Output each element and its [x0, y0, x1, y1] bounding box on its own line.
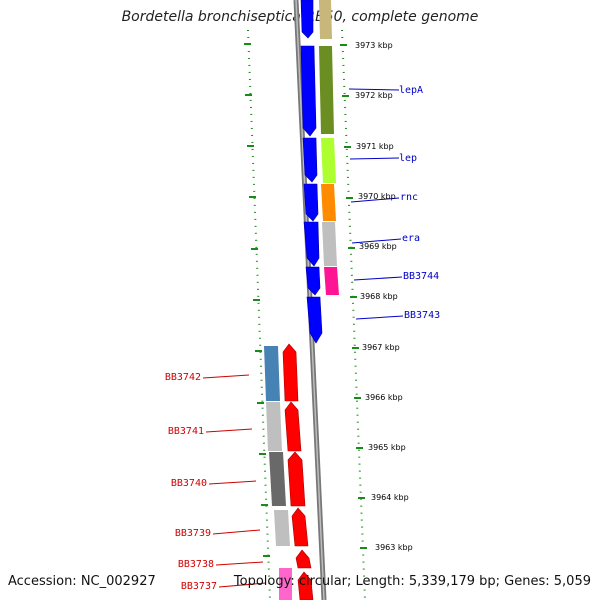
- forward-gene-track: [300, 0, 323, 344]
- forward-label-leaders: [348, 88, 404, 320]
- reverse-gene-track: [282, 343, 314, 600]
- forward-gene-labels: lepA lep rnc era BB3744 BB3743: [399, 85, 440, 321]
- reverse-cog-stripe: [264, 346, 292, 600]
- gene-label-bb3743[interactable]: BB3743: [404, 310, 440, 321]
- scale-label: 3972 kbp: [355, 91, 393, 100]
- gene-label-era[interactable]: era: [402, 233, 420, 244]
- scale-label: 3966 kbp: [365, 393, 403, 402]
- gene-label-bb3744[interactable]: BB3744: [403, 271, 439, 282]
- scale-label: 3971 kbp: [356, 142, 394, 151]
- scale-label: 3968 kbp: [360, 292, 398, 301]
- reverse-gene-labels: BB3742 BB3741 BB3740 BB3739 BB3738 BB373…: [165, 372, 217, 592]
- gene-label-bb3739[interactable]: BB3739: [175, 528, 211, 539]
- gene-label-lep[interactable]: lep: [399, 153, 417, 164]
- map-title: Bordetella bronchiseptica RB50, complete…: [121, 9, 479, 25]
- scale-label: 3965 kbp: [368, 443, 406, 452]
- forward-cog-stripe: [319, 0, 339, 295]
- gene-label-lepa[interactable]: lepA: [399, 85, 423, 96]
- gene-label-bb3740[interactable]: BB3740: [171, 478, 207, 489]
- reverse-label-leaders: [202, 374, 267, 588]
- scale-label: 3967 kbp: [362, 343, 400, 352]
- inner-tick-track: [244, 29, 271, 600]
- gene-label-bb3742[interactable]: BB3742: [165, 372, 201, 383]
- gene-label-bb3741[interactable]: BB3741: [168, 426, 204, 437]
- gene-label-bb3738[interactable]: BB3738: [178, 559, 214, 570]
- scale-label: 3969 kbp: [359, 242, 397, 251]
- gene-label-bb3737[interactable]: BB3737: [181, 581, 217, 592]
- genome-summary: Topology: circular; Length: 5,339,179 bp…: [233, 574, 591, 589]
- scale-label: 3970 kbp: [358, 192, 396, 201]
- outer-tick-track: [340, 29, 367, 600]
- accession-label: Accession: NC_002927: [8, 574, 156, 589]
- gene-label-rnc[interactable]: rnc: [400, 192, 418, 203]
- scale-labels: 3973 kbp 3972 kbp 3971 kbp 3970 kbp 3969…: [355, 41, 413, 552]
- scale-label: 3973 kbp: [355, 41, 393, 50]
- scale-label: 3964 kbp: [371, 493, 409, 502]
- scale-label: 3963 kbp: [375, 543, 413, 552]
